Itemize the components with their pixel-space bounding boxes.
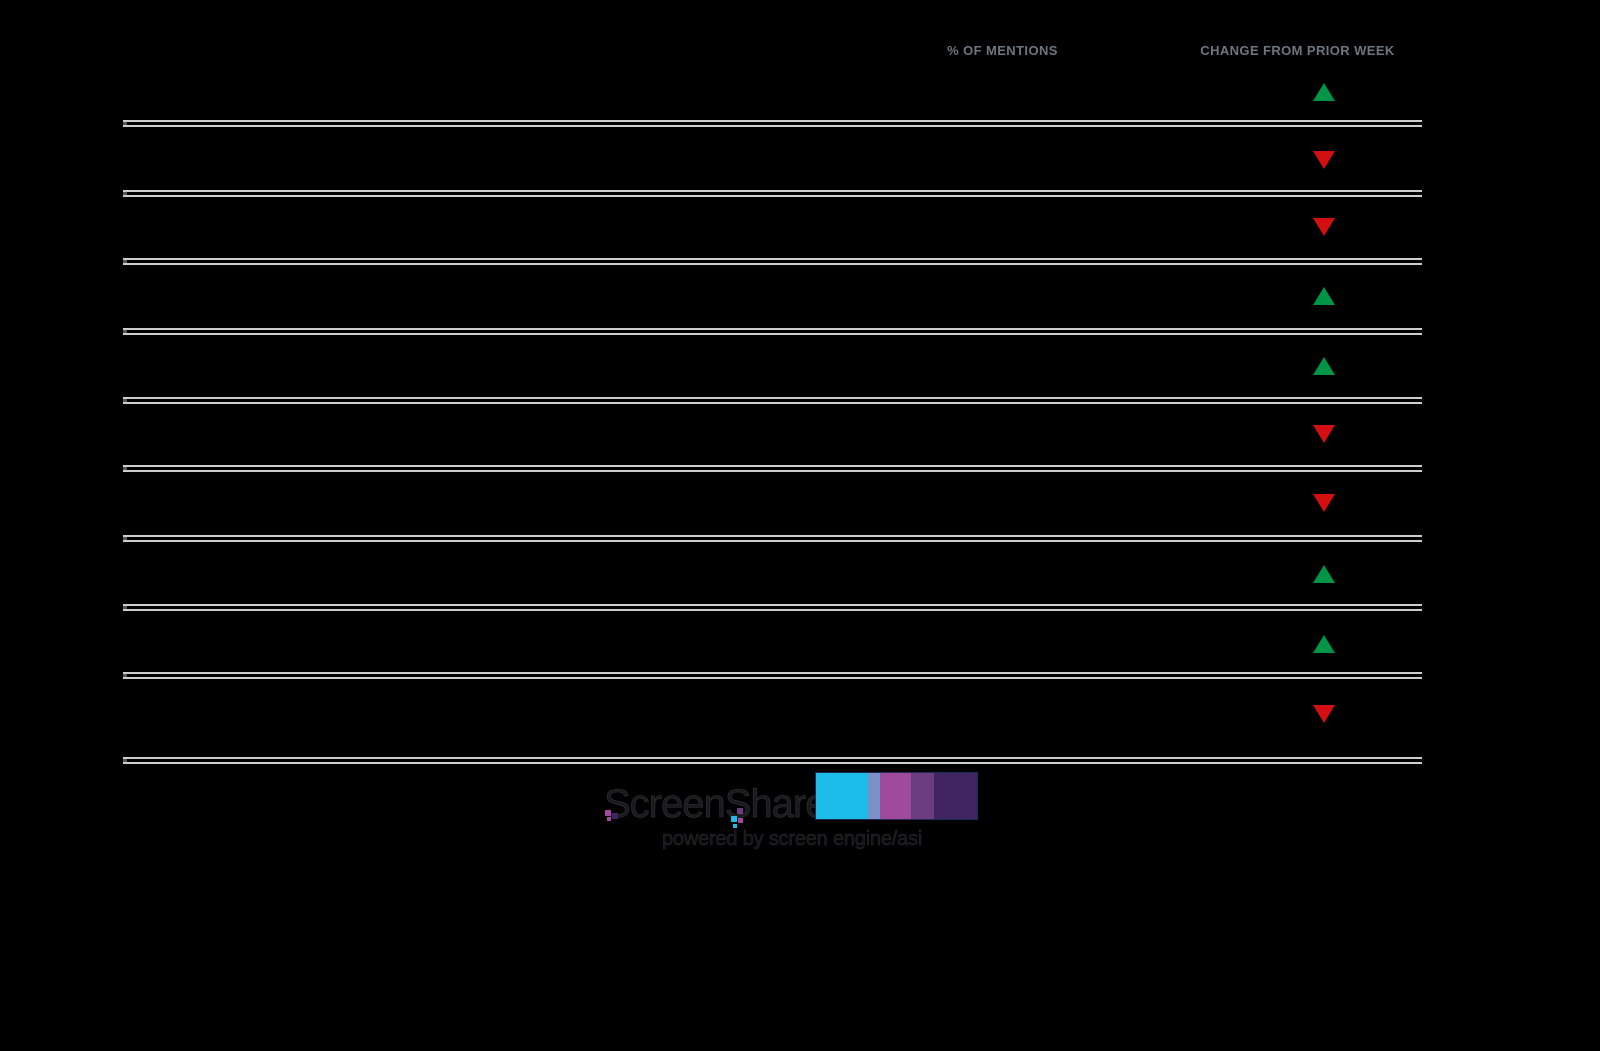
column-header-percent-of-mentions: % OF MENTIONS <box>947 43 1058 58</box>
logo-pixel <box>737 808 743 814</box>
change-up-indicator <box>1313 357 1335 375</box>
row-separator <box>123 757 1422 764</box>
row-separator <box>123 672 1422 679</box>
row-separator <box>123 465 1422 472</box>
logo-color-strip <box>815 772 978 820</box>
row-separator <box>123 258 1422 265</box>
row-separator <box>123 604 1422 611</box>
change-down-indicator <box>1313 494 1335 512</box>
change-up-indicator <box>1313 635 1335 653</box>
row-separator <box>123 120 1422 127</box>
change-up-indicator <box>1313 565 1335 583</box>
logo-pixel <box>607 817 611 821</box>
strip-segment-purple <box>911 773 934 819</box>
change-down-indicator <box>1313 218 1335 236</box>
logo-pixel <box>605 810 611 816</box>
strip-segment-cyan <box>816 773 868 819</box>
logo-tagline: powered by screen engine/asi <box>662 828 923 851</box>
logo-pixel <box>731 816 737 822</box>
screenshare-logo: ScreenShareTM <box>604 782 843 826</box>
change-up-indicator <box>1313 287 1335 305</box>
logo-wordmark: ScreenShare <box>604 782 828 826</box>
row-separator <box>123 535 1422 542</box>
change-up-indicator <box>1313 83 1335 101</box>
row-separator <box>123 397 1422 404</box>
change-down-indicator <box>1313 425 1335 443</box>
logo-pixel <box>612 813 618 819</box>
strip-segment-periwinkle <box>868 773 880 819</box>
logo-pixel <box>733 824 737 828</box>
logo-pixel <box>738 818 743 823</box>
column-header-change-from-prior-week: CHANGE FROM PRIOR WEEK <box>1200 43 1395 58</box>
row-separator <box>123 190 1422 197</box>
strip-segment-magenta <box>880 773 911 819</box>
change-down-indicator <box>1313 151 1335 169</box>
change-down-indicator <box>1313 705 1335 723</box>
row-separator <box>123 328 1422 335</box>
strip-segment-dark-purple <box>934 773 977 819</box>
